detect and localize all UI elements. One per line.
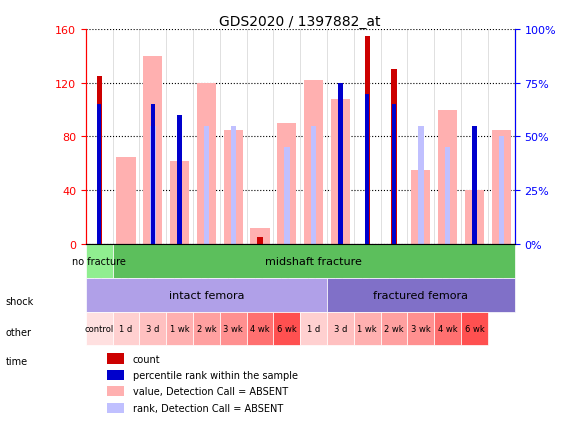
Bar xyxy=(107,386,124,396)
FancyBboxPatch shape xyxy=(354,312,381,345)
Bar xyxy=(116,157,136,244)
Bar xyxy=(498,137,504,244)
FancyBboxPatch shape xyxy=(220,312,247,345)
Bar xyxy=(492,131,511,244)
Text: no fracture: no fracture xyxy=(73,256,126,266)
FancyBboxPatch shape xyxy=(274,312,300,345)
Bar xyxy=(338,84,343,244)
Bar xyxy=(284,148,289,244)
Bar xyxy=(224,131,243,244)
FancyBboxPatch shape xyxy=(139,312,166,345)
Text: 1 d: 1 d xyxy=(119,324,132,333)
Text: 1 d: 1 d xyxy=(307,324,320,333)
Text: 3 d: 3 d xyxy=(146,324,159,333)
Text: 2 wk: 2 wk xyxy=(196,324,216,333)
FancyBboxPatch shape xyxy=(86,312,112,345)
Bar xyxy=(364,36,370,244)
FancyBboxPatch shape xyxy=(112,244,514,278)
Bar xyxy=(277,124,296,244)
Bar xyxy=(170,161,189,244)
Text: fractured femora: fractured femora xyxy=(373,290,468,300)
Bar xyxy=(96,77,102,244)
Bar xyxy=(107,354,124,364)
Text: rank, Detection Call = ABSENT: rank, Detection Call = ABSENT xyxy=(133,403,283,413)
Bar xyxy=(197,84,216,244)
FancyBboxPatch shape xyxy=(461,312,488,345)
Text: 3 d: 3 d xyxy=(334,324,347,333)
FancyBboxPatch shape xyxy=(112,312,139,345)
Text: 6 wk: 6 wk xyxy=(465,324,484,333)
Bar xyxy=(331,100,350,244)
Text: 4 wk: 4 wk xyxy=(250,324,270,333)
Text: midshaft fracture: midshaft fracture xyxy=(265,256,362,266)
Bar xyxy=(107,403,124,413)
Bar xyxy=(151,105,155,244)
Bar xyxy=(438,110,457,244)
Bar xyxy=(143,57,163,244)
Bar xyxy=(391,70,397,244)
Bar xyxy=(445,148,451,244)
Bar xyxy=(365,94,369,244)
Bar xyxy=(392,105,396,244)
FancyBboxPatch shape xyxy=(166,312,193,345)
Bar xyxy=(150,126,155,244)
FancyBboxPatch shape xyxy=(86,278,327,312)
Title: GDS2020 / 1397882_at: GDS2020 / 1397882_at xyxy=(219,15,381,29)
Text: 1 wk: 1 wk xyxy=(357,324,377,333)
FancyBboxPatch shape xyxy=(86,244,112,278)
Text: 4 wk: 4 wk xyxy=(438,324,457,333)
Text: value, Detection Call = ABSENT: value, Detection Call = ABSENT xyxy=(133,386,288,396)
Bar xyxy=(107,370,124,380)
Bar xyxy=(250,228,270,244)
Bar xyxy=(418,126,424,244)
Text: 3 wk: 3 wk xyxy=(223,324,243,333)
FancyBboxPatch shape xyxy=(300,312,327,345)
Text: count: count xyxy=(133,354,160,364)
Text: other: other xyxy=(6,327,32,337)
FancyBboxPatch shape xyxy=(193,312,220,345)
Text: time: time xyxy=(6,356,28,366)
Bar xyxy=(472,159,477,244)
FancyBboxPatch shape xyxy=(247,312,274,345)
Bar xyxy=(258,238,263,244)
FancyBboxPatch shape xyxy=(408,312,435,345)
Text: 2 wk: 2 wk xyxy=(384,324,404,333)
Bar xyxy=(204,126,209,244)
FancyBboxPatch shape xyxy=(327,278,514,312)
Bar xyxy=(178,116,182,244)
Bar xyxy=(311,126,316,244)
Text: 1 wk: 1 wk xyxy=(170,324,190,333)
Text: 3 wk: 3 wk xyxy=(411,324,431,333)
Bar xyxy=(177,126,182,244)
Bar xyxy=(411,171,431,244)
Bar xyxy=(472,126,477,244)
Text: control: control xyxy=(85,324,114,333)
Bar xyxy=(338,126,343,244)
Text: shock: shock xyxy=(6,297,34,306)
FancyBboxPatch shape xyxy=(327,312,354,345)
Bar xyxy=(304,81,323,244)
Bar xyxy=(97,105,102,244)
Text: percentile rank within the sample: percentile rank within the sample xyxy=(133,370,298,380)
FancyBboxPatch shape xyxy=(435,312,461,345)
FancyBboxPatch shape xyxy=(381,312,408,345)
Text: 6 wk: 6 wk xyxy=(277,324,297,333)
Text: intact femora: intact femora xyxy=(168,290,244,300)
Bar xyxy=(231,126,236,244)
Bar xyxy=(465,191,484,244)
